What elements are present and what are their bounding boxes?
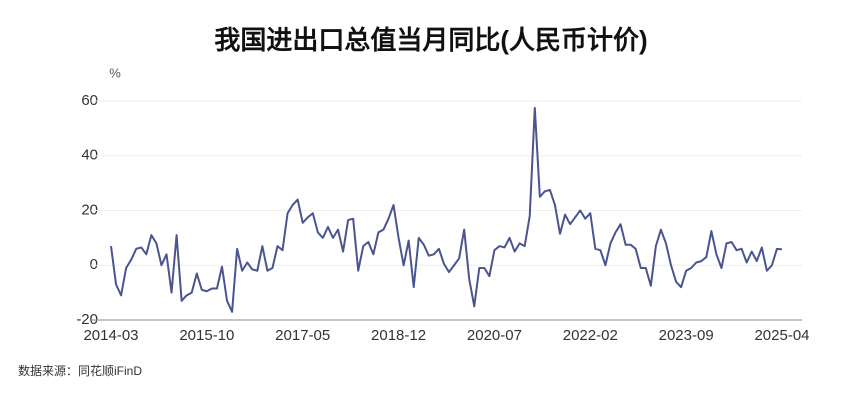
y-tick-label: 0 bbox=[90, 256, 98, 273]
x-tick-label: 2014-03 bbox=[83, 327, 138, 344]
y-unit: % bbox=[109, 65, 121, 80]
x-tick-label: 2018-12 bbox=[371, 327, 426, 344]
y-tick-label: 40 bbox=[81, 147, 98, 164]
y-tick-label: -20 bbox=[76, 311, 98, 328]
x-tick-label: 2017-05 bbox=[275, 327, 330, 344]
y-tick-label: 20 bbox=[81, 201, 98, 218]
x-tick-label: 2023-09 bbox=[659, 327, 714, 344]
y-tick-label: 60 bbox=[81, 92, 98, 109]
x-tick-label: 2015-10 bbox=[179, 327, 234, 344]
x-tick-label: 2020-07 bbox=[467, 327, 522, 344]
data-line bbox=[110, 106, 783, 313]
x-tick-label: 2022-02 bbox=[563, 327, 618, 344]
x-tick-label: 2025-04 bbox=[754, 327, 809, 344]
source-note: 数据来源：同花顺iFinD bbox=[18, 363, 142, 378]
chart-title: 我国进出口总值当月同比(人民币计价) bbox=[214, 25, 647, 55]
